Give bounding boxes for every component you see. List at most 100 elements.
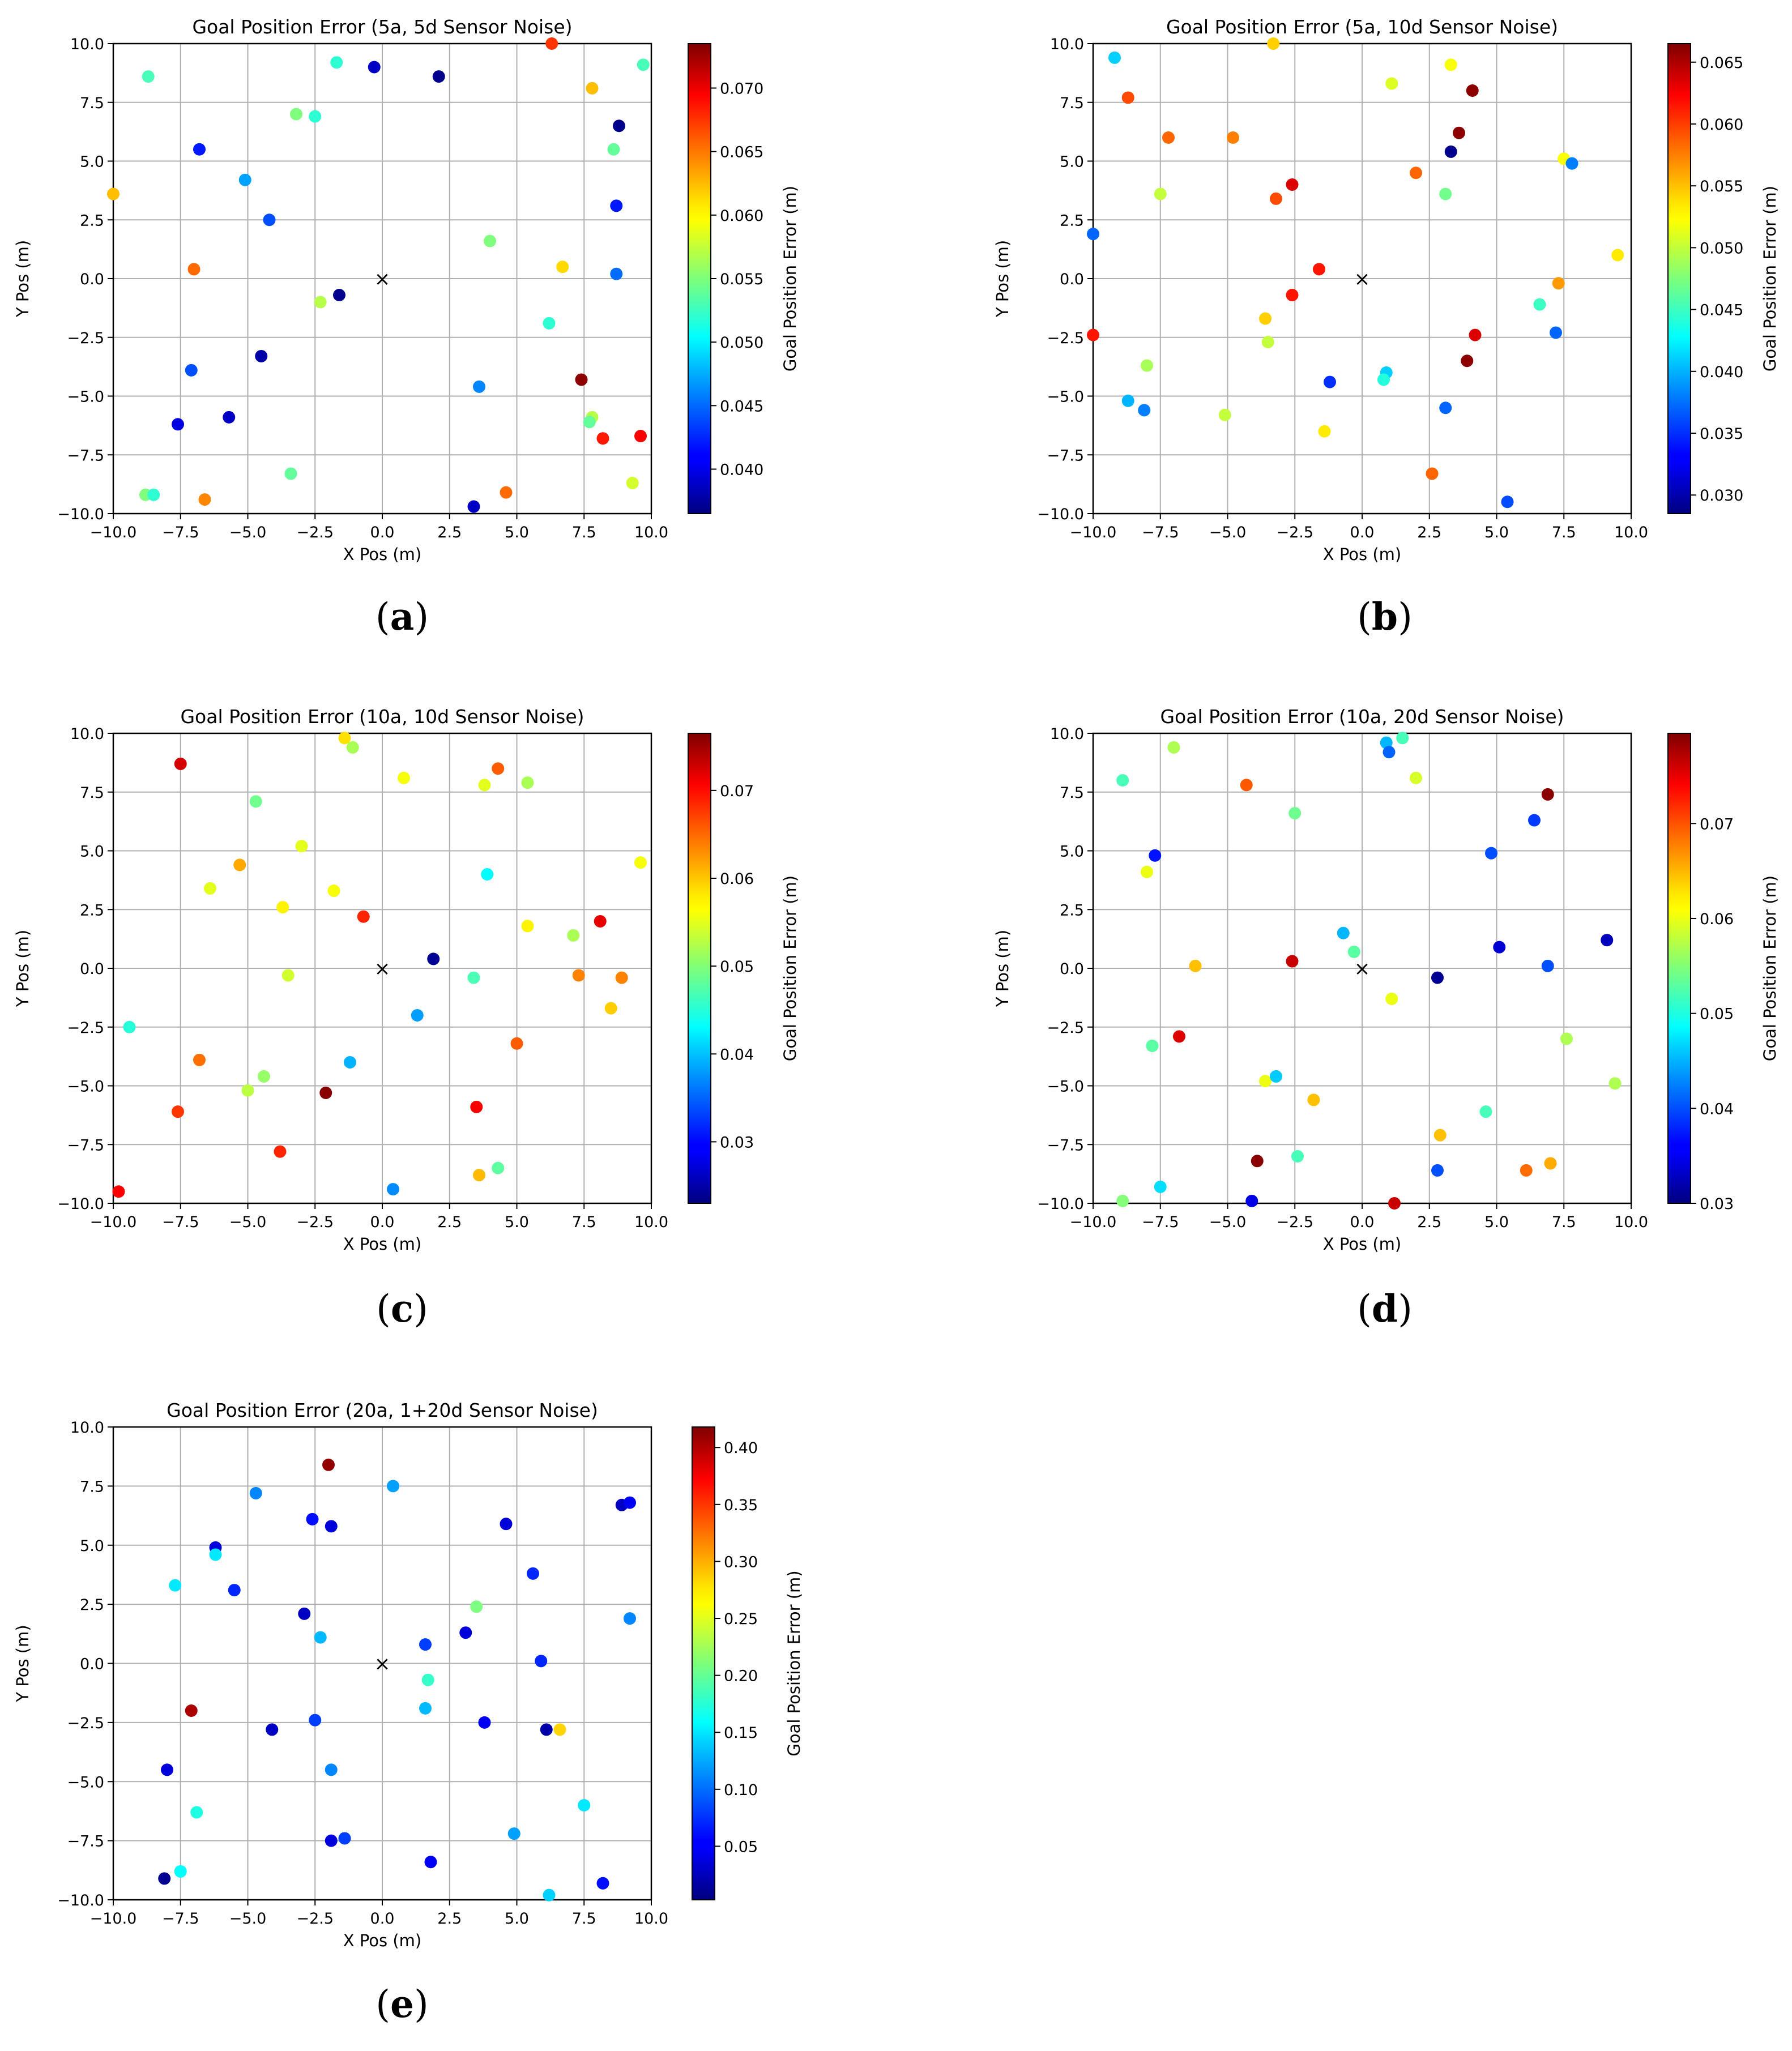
scatter-point <box>1469 328 1482 341</box>
scatter-point <box>1149 849 1162 862</box>
scatter-point <box>1261 336 1274 349</box>
scatter-point <box>147 488 160 501</box>
scatter-point <box>1245 1194 1258 1207</box>
colorbar-label: Goal Position Error (m) <box>784 1570 804 1756</box>
scatter-point <box>1286 178 1299 191</box>
scatter-point <box>325 1834 338 1847</box>
origin-marker: × <box>374 268 391 290</box>
y-tick-label: 5.0 <box>1060 153 1084 171</box>
scatter-point <box>507 1827 520 1840</box>
x-tick-label: 7.5 <box>1552 1213 1576 1231</box>
x-tick-label: 10.0 <box>634 1910 668 1928</box>
x-tick-label: 5.0 <box>1484 524 1509 541</box>
scatter-point <box>500 1518 513 1531</box>
origin-marker: × <box>1354 268 1371 290</box>
y-tick-label: −2.5 <box>1047 1019 1084 1037</box>
scatter-point <box>344 1056 356 1069</box>
scatter-point <box>470 1100 483 1113</box>
chart-title: Goal Position Error (10a, 20d Sensor Noi… <box>1160 706 1564 728</box>
scatter-point <box>1218 408 1231 421</box>
scatter-point <box>473 380 485 393</box>
scatter-point <box>238 173 251 186</box>
colorbar-tick-label: 0.30 <box>724 1553 758 1571</box>
scatter-point <box>427 952 440 965</box>
scatter-point <box>1541 788 1554 801</box>
scatter-point <box>1286 289 1299 302</box>
scatter-point <box>510 1037 523 1050</box>
scatter-point <box>1347 945 1360 958</box>
scatter-point <box>553 1723 566 1736</box>
y-tick-label: −5.0 <box>1047 388 1084 406</box>
y-tick-label: −10.0 <box>1037 506 1084 523</box>
y-tick-label: 7.5 <box>80 1478 104 1495</box>
scatter-point <box>158 1872 171 1885</box>
scatter-point <box>338 1832 351 1845</box>
y-tick-label: 0.0 <box>80 960 104 978</box>
x-tick-label: −2.5 <box>296 1910 334 1928</box>
scatter-point <box>421 1673 434 1686</box>
scatter-point <box>1189 959 1202 972</box>
y-tick-label: 10.0 <box>1050 725 1084 743</box>
scatter-point <box>637 58 650 71</box>
panel-label: (b) <box>1357 595 1413 639</box>
scatter-point <box>1377 373 1390 386</box>
y-tick-label: 2.5 <box>1060 901 1084 919</box>
scatter-point <box>255 349 268 362</box>
scatter-point <box>1337 926 1350 939</box>
scatter-point <box>1552 277 1565 290</box>
scatter-point <box>1162 131 1175 144</box>
y-tick-label: 7.5 <box>1060 784 1084 802</box>
x-axis-label: X Pos (m) <box>1323 1234 1402 1254</box>
colorbar-tick-label: 0.03 <box>720 1134 754 1151</box>
scatter-point <box>1154 1180 1167 1193</box>
x-tick-label: 2.5 <box>437 524 462 541</box>
y-tick-label: 10.0 <box>70 1419 104 1437</box>
colorbar-tick-label: 0.070 <box>720 80 763 98</box>
chart-panel-e: −10.0 −7.5 −5.0 −2.5 0.0 2.5 5.0 7.5 10.0 −10.0 −7… <box>13 1399 804 2026</box>
scatter-point <box>1410 166 1422 180</box>
colorbar-tick-label: 0.045 <box>720 398 763 415</box>
scatter-point <box>1286 955 1299 968</box>
y-tick-label: −7.5 <box>67 447 104 464</box>
y-axis-label: Y Pos (m) <box>13 240 32 318</box>
plot-frame <box>112 42 652 515</box>
scatter-point <box>1533 298 1546 311</box>
y-tick-label: −2.5 <box>67 1019 104 1037</box>
scatter-point <box>387 1480 399 1493</box>
scatter-point <box>1396 732 1409 745</box>
scatter-point <box>1565 157 1578 170</box>
scatter-point <box>314 1631 327 1644</box>
scatter-point <box>1380 736 1393 749</box>
x-tick-label: 10.0 <box>1614 1213 1648 1231</box>
y-tick-label: 10.0 <box>1050 36 1084 53</box>
scatter-point <box>610 199 623 212</box>
colorbar-label: Goal Position Error (m) <box>780 186 800 371</box>
scatter-point <box>276 901 289 914</box>
x-tick-label: 10.0 <box>634 524 668 541</box>
scatter-point <box>596 1877 609 1890</box>
origin-marker: × <box>374 1653 391 1676</box>
y-tick-label: 0.0 <box>80 271 104 288</box>
scatter-point <box>107 187 120 200</box>
x-tick-label: 0.0 <box>370 1910 395 1928</box>
scatter-point <box>1259 312 1272 325</box>
y-tick-label: 0.0 <box>1060 960 1084 978</box>
colorbar-tick-label: 0.050 <box>1700 240 1743 257</box>
scatter-point <box>330 56 343 69</box>
scatter-point <box>1466 84 1479 97</box>
colorbar-tick-label: 0.05 <box>720 958 754 976</box>
scatter-point <box>263 213 276 227</box>
colorbar-label: Goal Position Error (m) <box>1760 186 1780 371</box>
colorbar-tick-label: 0.055 <box>1700 178 1743 195</box>
scatter-point <box>169 1579 182 1592</box>
colorbar-label: Goal Position Error (m) <box>780 875 800 1061</box>
scatter-point <box>333 289 345 302</box>
scatter-point <box>266 1723 279 1736</box>
scatter-point <box>172 1105 184 1118</box>
scatter-point <box>185 364 198 377</box>
scatter-point <box>1544 1157 1557 1170</box>
x-tick-label: −10.0 <box>90 1910 137 1928</box>
plot-frame <box>112 732 652 1204</box>
panel-label-open-paren: ( <box>376 1982 390 2026</box>
panel-label-letter: c <box>391 1287 413 1331</box>
